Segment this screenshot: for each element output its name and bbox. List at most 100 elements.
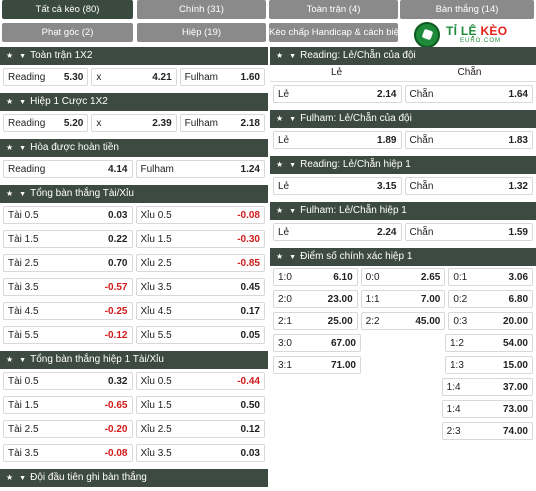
- odds-cell[interactable]: Lẻ 2.14: [273, 85, 402, 103]
- star-icon[interactable]: ★: [276, 160, 284, 169]
- odds-cell[interactable]: 2:3 74.00: [441, 422, 533, 440]
- odds-cell[interactable]: Xỉu 1.5 -0.30: [135, 230, 265, 248]
- odds-cell[interactable]: Tài 1.5 0.22: [3, 230, 133, 248]
- section-header[interactable]: ★ ▼ Hòa được hoàn tiền: [0, 139, 268, 157]
- empty-slot: [364, 356, 442, 374]
- odds-cell[interactable]: 1:2 54.00: [445, 334, 533, 352]
- odds-cell[interactable]: 0:1 3.06: [448, 268, 534, 286]
- odds-cell[interactable]: Chẵn 1.59: [404, 223, 533, 241]
- odds-row: 3:1 71.00 1:3 15.00: [270, 354, 536, 376]
- odds-cell[interactable]: Chẵn 1.64: [404, 85, 533, 103]
- odds-cell[interactable]: 1:1 7.00: [360, 290, 446, 308]
- odds-cell[interactable]: Fulham 2.18: [179, 114, 265, 132]
- odds-cell[interactable]: Xỉu 3.5 0.45: [135, 278, 265, 296]
- chevron-down-icon[interactable]: ▼: [289, 53, 297, 60]
- chevron-down-icon[interactable]: ▼: [19, 357, 27, 364]
- odds-cell[interactable]: 0:3 20.00: [448, 312, 534, 330]
- odds-cell[interactable]: 1:3 15.00: [445, 356, 533, 374]
- odds-cell[interactable]: 1:4 37.00: [441, 378, 533, 396]
- odds-cell[interactable]: 0:2 6.80: [448, 290, 534, 308]
- star-icon[interactable]: ★: [6, 97, 14, 106]
- tab-all[interactable]: Tất cả kèo (80): [2, 0, 133, 19]
- star-icon[interactable]: ★: [6, 473, 14, 482]
- odds-cell[interactable]: Fulham 1.60: [179, 68, 265, 86]
- chevron-down-icon[interactable]: ▼: [19, 191, 27, 198]
- odds-cell[interactable]: 1:0 6.10: [273, 268, 358, 286]
- chevron-down-icon[interactable]: ▼: [289, 162, 297, 169]
- odds-cell[interactable]: 1:4 73.00: [441, 400, 533, 418]
- odds-row: Tài 2.5 0.70 Xỉu 2.5 -0.85: [0, 251, 268, 275]
- odds-cell[interactable]: Tài 4.5 -0.25: [3, 302, 133, 320]
- odds-cell[interactable]: Xỉu 0.5 -0.08: [135, 206, 265, 224]
- odds-cell[interactable]: x 4.21: [91, 68, 177, 86]
- odds-cell[interactable]: Xỉu 1.5 0.50: [135, 396, 265, 414]
- chevron-down-icon[interactable]: ▼: [289, 254, 297, 261]
- section-header[interactable]: ★ ▼ Reading: Lẻ/Chẵn hiệp 1: [270, 156, 536, 174]
- star-icon[interactable]: ★: [276, 206, 284, 215]
- star-icon[interactable]: ★: [276, 114, 284, 123]
- odds-cell[interactable]: Tài 3.5 -0.57: [3, 278, 133, 296]
- odds-cell[interactable]: 2:2 45.00: [360, 312, 446, 330]
- section-title: Reading: Lẻ/Chẵn hiệp 1: [300, 159, 411, 170]
- odds-cell[interactable]: Reading 4.14: [3, 160, 133, 178]
- star-icon[interactable]: ★: [6, 189, 14, 198]
- section-title: Toàn trận 1X2: [30, 50, 93, 61]
- odds-cell[interactable]: Tài 2.5 0.70: [3, 254, 133, 272]
- section-header[interactable]: ★ ▼ Fulham: Lẻ/Chẵn hiệp 1: [270, 202, 536, 220]
- odds-cell[interactable]: Tài 3.5 -0.08: [3, 444, 133, 462]
- market-first-team-to-score: ★ ▼ Đội đầu tiên ghi bàn thắng: [0, 469, 268, 487]
- odds-cell[interactable]: Xỉu 5.5 0.05: [135, 326, 265, 344]
- odds-cell[interactable]: Tài 1.5 -0.65: [3, 396, 133, 414]
- odds-cell[interactable]: Tài 0.5 0.32: [3, 372, 133, 390]
- chevron-down-icon[interactable]: ▼: [19, 475, 27, 482]
- odds-cell[interactable]: Xỉu 4.5 0.17: [135, 302, 265, 320]
- odds-cell[interactable]: Lẻ 1.89: [273, 131, 402, 149]
- odds-cell[interactable]: 2:1 25.00: [273, 312, 358, 330]
- odds-cell[interactable]: Xỉu 2.5 -0.85: [135, 254, 265, 272]
- section-header[interactable]: ★ ▼ Đội đầu tiên ghi bàn thắng: [0, 469, 268, 487]
- star-icon[interactable]: ★: [6, 51, 14, 60]
- star-icon[interactable]: ★: [276, 252, 284, 261]
- odds-cell[interactable]: 0:0 2.65: [360, 268, 446, 286]
- star-icon[interactable]: ★: [276, 51, 284, 60]
- odds-cell[interactable]: Xỉu 2.5 0.12: [135, 420, 265, 438]
- star-icon[interactable]: ★: [6, 355, 14, 364]
- tab-goals[interactable]: Bàn thắng (14): [400, 0, 534, 19]
- section-header[interactable]: ★ ▼ Toàn trận 1X2: [0, 47, 268, 65]
- odds-cell[interactable]: Tài 0.5 0.03: [3, 206, 133, 224]
- odds-cell[interactable]: Lẻ 2.24: [273, 223, 402, 241]
- section-header[interactable]: ★ ▼ Fulham: Lẻ/Chẵn của đội: [270, 110, 536, 128]
- tab-halves[interactable]: Hiệp (19): [137, 23, 266, 42]
- odds-cell[interactable]: 3:0 67.00: [273, 334, 361, 352]
- odds-cell[interactable]: Chẵn 1.32: [404, 177, 533, 195]
- odds-cell[interactable]: x 2.39: [91, 114, 177, 132]
- odds-cell[interactable]: Reading 5.30: [3, 68, 89, 86]
- odds-cell[interactable]: 2:0 23.00: [273, 290, 358, 308]
- odds-cell[interactable]: Fulham 1.24: [135, 160, 265, 178]
- section-header[interactable]: ★ ▼ Hiệp 1 Cược 1X2: [0, 93, 268, 111]
- star-icon[interactable]: ★: [6, 143, 14, 152]
- odds-cell[interactable]: Xỉu 0.5 -0.44: [135, 372, 265, 390]
- tab-corners[interactable]: Phạt góc (2): [2, 23, 133, 42]
- chevron-down-icon[interactable]: ▼: [289, 116, 297, 123]
- chevron-down-icon[interactable]: ▼: [19, 53, 27, 60]
- section-header[interactable]: ★ ▼ Reading: Lẻ/Chẵn của đội: [270, 47, 536, 65]
- chevron-down-icon[interactable]: ▼: [19, 99, 27, 106]
- odds-cell[interactable]: Reading 5.20: [3, 114, 89, 132]
- chevron-down-icon[interactable]: ▼: [19, 145, 27, 152]
- odds-cell[interactable]: Lẻ 3.15: [273, 177, 402, 195]
- odds-cell[interactable]: Tài 2.5 -0.20: [3, 420, 133, 438]
- odds-cell[interactable]: 3:1 71.00: [273, 356, 361, 374]
- tab-handicap[interactable]: Kèo chấp Handicap & cách biệt (3): [269, 23, 398, 42]
- tab-fulltime[interactable]: Toàn trận (4): [269, 0, 398, 19]
- odds-row: Tài 1.5 0.22 Xỉu 1.5 -0.30: [0, 227, 268, 251]
- empty-slot: [273, 400, 354, 418]
- odds-cell[interactable]: Tài 5.5 -0.12: [3, 326, 133, 344]
- odds-cell[interactable]: Xỉu 3.5 0.03: [135, 444, 265, 462]
- section-header[interactable]: ★ ▼ Điểm số chính xác hiệp 1: [270, 248, 536, 266]
- chevron-down-icon[interactable]: ▼: [289, 208, 297, 215]
- section-header[interactable]: ★ ▼ Tổng bàn thắng Tài/Xỉu: [0, 185, 268, 203]
- odds-cell[interactable]: Chẵn 1.83: [404, 131, 533, 149]
- tab-main[interactable]: Chính (31): [137, 0, 266, 19]
- section-header[interactable]: ★ ▼ Tổng bàn thắng hiệp 1 Tài/Xỉu: [0, 351, 268, 369]
